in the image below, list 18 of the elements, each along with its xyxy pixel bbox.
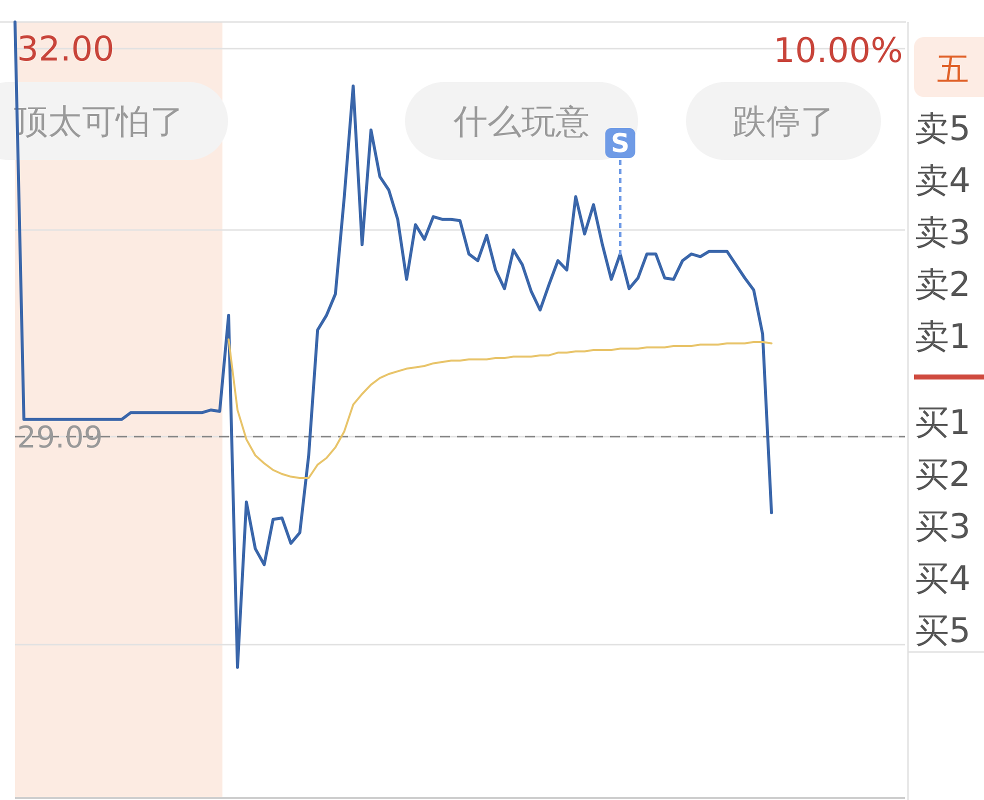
text: 买1 [915, 403, 971, 443]
text: 买5 [915, 611, 971, 651]
y-tick-label: 29.09 [17, 420, 103, 456]
text: 卖5 [915, 109, 971, 149]
annotation: S [610, 129, 630, 159]
annotation: 什么玩意 [452, 102, 590, 142]
text: 卖3 [915, 213, 971, 253]
text: 卖4 [915, 161, 971, 201]
text: 卖1 [915, 317, 971, 357]
text: 买2 [915, 455, 971, 495]
annotation: 10.00% [773, 31, 903, 71]
text: 卖2 [915, 265, 971, 305]
line-series [228, 338, 772, 479]
y-tick-label: 32.00 [17, 30, 114, 70]
annotation: 跌停了 [732, 102, 834, 142]
text: 买4 [915, 559, 971, 599]
text: 五 [937, 50, 969, 88]
text: 买3 [915, 507, 971, 547]
